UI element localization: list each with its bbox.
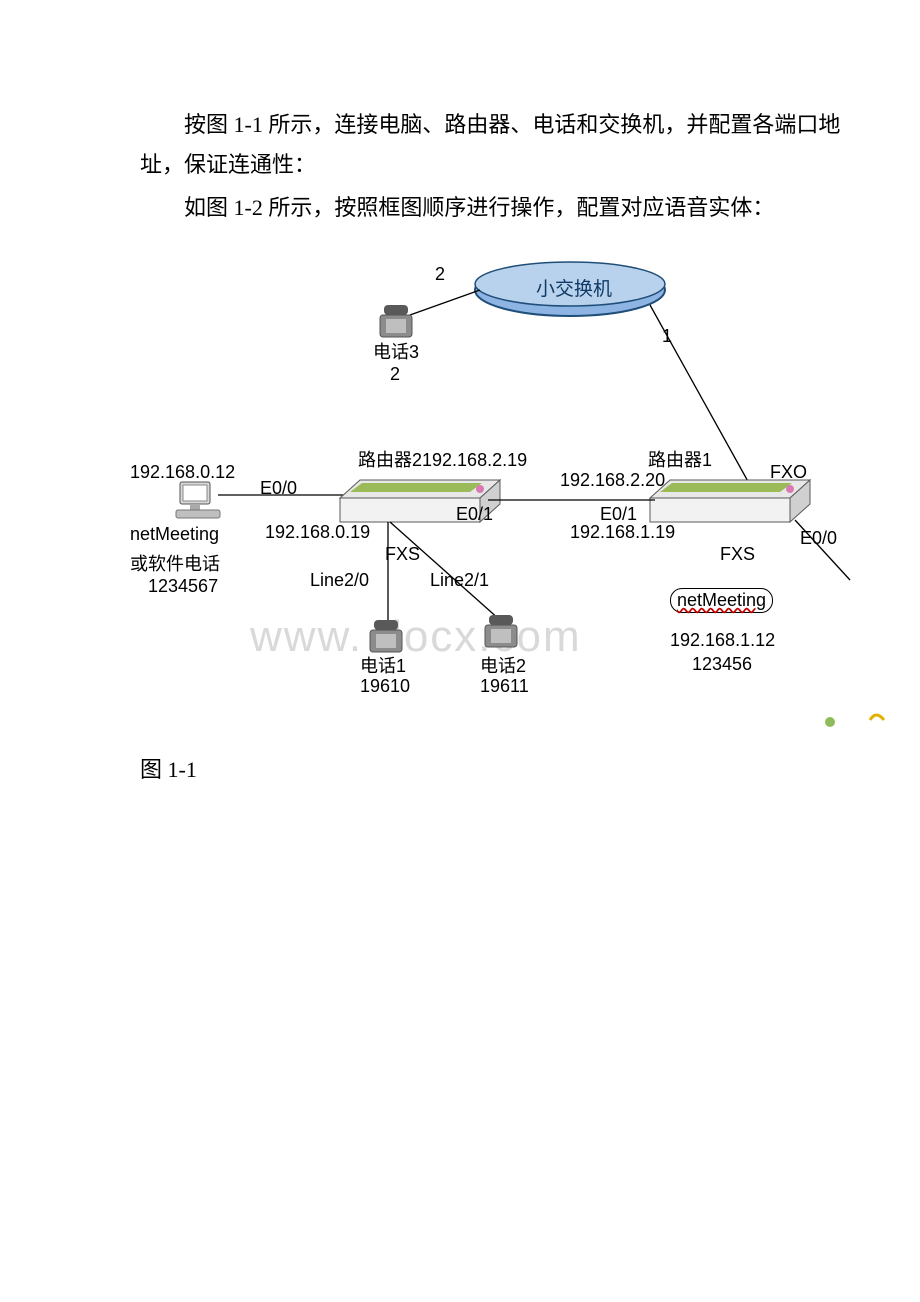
router1-e00: E0/0 xyxy=(800,528,837,549)
router2-ip-left: 192.168.0.19 xyxy=(265,522,370,543)
router1-ip-e01: 192.168.1.19 xyxy=(570,522,675,543)
paragraph-1: 按图 1-1 所示，连接电脑、路由器、电话和交换机，并配置各端口地址，保证连通性… xyxy=(140,105,850,184)
phone1-label: 电话1 xyxy=(360,652,406,678)
router2-e00: E0/0 xyxy=(260,478,297,499)
router1-ip-top: 192.168.2.20 xyxy=(560,470,665,491)
router2-fxs: FXS xyxy=(385,544,420,565)
router2-line21: Line2/1 xyxy=(430,570,489,591)
phone1-num: 19610 xyxy=(360,676,410,697)
pc-right-ip: 192.168.1.12 xyxy=(670,630,775,651)
netmeeting-box: netMeeting xyxy=(670,588,773,613)
router1-title: 路由器1 xyxy=(648,446,712,472)
phone2-label: 电话2 xyxy=(480,652,526,678)
network-diagram: www. docx.com xyxy=(130,250,890,750)
router2-title: 路由器2192.168.2.19 xyxy=(358,446,527,472)
router2-e01: E0/1 xyxy=(456,504,493,525)
pbx-label: 小交换机 xyxy=(536,274,612,301)
router1-fxs: FXS xyxy=(720,544,755,565)
phone2-num: 19611 xyxy=(480,676,529,697)
paragraph-2: 如图 1-2 所示，按照框图顺序进行操作，配置对应语音实体： xyxy=(140,188,850,228)
figure-caption: 图 1-1 xyxy=(140,750,197,790)
pc-left-num: 1234567 xyxy=(148,576,218,597)
phone3-num: 2 xyxy=(390,364,400,385)
router2-ip-top: 192.168.2.19 xyxy=(422,450,527,470)
pc-left-label1: netMeeting xyxy=(130,524,219,545)
router2-title-text: 路由器2 xyxy=(358,450,422,470)
pbx-port-2: 2 xyxy=(435,264,445,285)
pc-right-num: 123456 xyxy=(692,654,752,675)
router1-fxo: FXO xyxy=(770,462,807,483)
pc-left-label2: 或软件电话 xyxy=(130,550,220,576)
pc-left-ip: 192.168.0.12 xyxy=(130,462,235,483)
pbx-port-1: 1 xyxy=(662,326,672,347)
netmeeting-label: netMeeting xyxy=(677,590,766,610)
router2-line20: Line2/0 xyxy=(310,570,369,591)
phone3-label: 电话3 xyxy=(373,338,419,364)
